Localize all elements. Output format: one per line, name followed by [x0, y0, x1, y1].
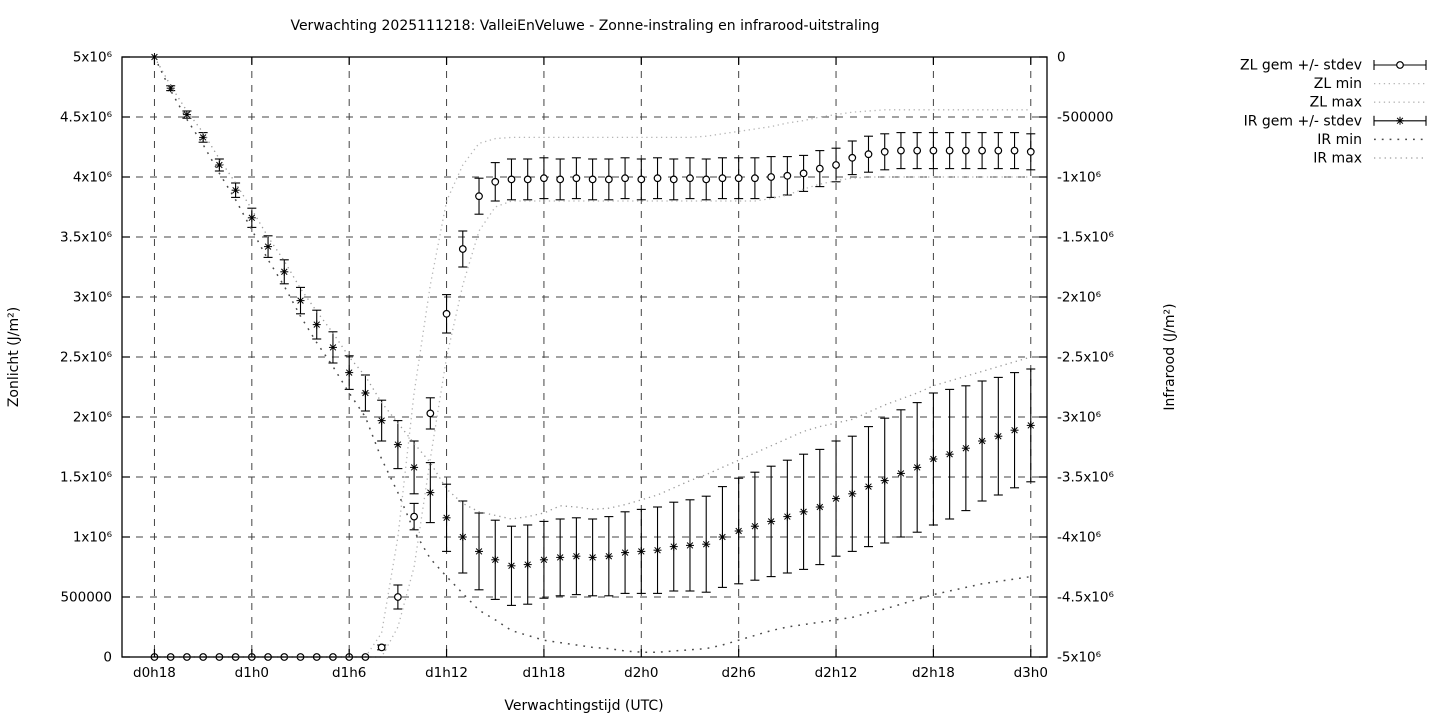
legend-circle-marker-icon: [1396, 61, 1404, 69]
legend-item-zl-gem-stdev: ZL gem +/- stdev: [1240, 58, 1427, 74]
series-ir-max: [153, 56, 1031, 520]
series-ir-gem: [150, 53, 1036, 606]
y-tick-label-right: -3x10⁶: [1057, 410, 1101, 426]
y-tick-label-right: -2.5x10⁶: [1057, 350, 1114, 366]
y-tick-label-right: -1x10⁶: [1057, 170, 1101, 186]
y-tick-label-right: -2x10⁶: [1057, 290, 1101, 306]
y-tick-label-left: 500000: [60, 590, 112, 606]
x-tick-label: d1h12: [425, 665, 468, 681]
y-tick-label-right: -500000: [1057, 110, 1113, 126]
legend-item-zl-min: ZL min: [1314, 76, 1426, 92]
legend: ZL gem +/- stdev ZL min ZL max IR gem +/- s…: [1240, 58, 1427, 167]
legend-item-ir-max: IR max: [1313, 151, 1426, 167]
x-tick-label: d1h0: [235, 665, 269, 681]
x-axis-label: Verwachtingstijd (UTC): [504, 698, 664, 714]
x-tick-label: d3h0: [1014, 665, 1048, 681]
series-zl-gem: [150, 132, 1036, 661]
y-tick-label-left: 3x10⁶: [73, 290, 112, 306]
y-tick-label-left: 2.5x10⁶: [60, 350, 112, 366]
tick-labels: d0h18 d1h0 d1h6 d1h12 d1h18 d2h0 d2h6 d2h12 d2h1…: [60, 50, 1114, 682]
y-tick-label-right: -4.5x10⁶: [1057, 590, 1114, 606]
legend-label: IR max: [1313, 151, 1362, 167]
y-tick-label-left: 1x10⁶: [73, 530, 112, 546]
y-tick-label-left: 0: [103, 650, 112, 666]
legend-item-zl-max: ZL max: [1310, 95, 1426, 111]
chart-title: Verwachting 2025111218: ValleiEnVeluwe -…: [290, 18, 880, 34]
y-tick-label-left: 4x10⁶: [73, 170, 112, 186]
y-tick-label-left: 1.5x10⁶: [60, 470, 112, 486]
series-ir-min: [153, 56, 1031, 653]
x-tick-label: d2h0: [624, 665, 658, 681]
legend-label: ZL min: [1314, 76, 1362, 92]
y-tick-label-left: 5x10⁶: [73, 50, 112, 66]
x-tick-label: d2h6: [722, 665, 756, 681]
x-tick-label: d1h6: [332, 665, 366, 681]
series-zl-min: [154, 176, 1031, 658]
y-tick-label-left: 2x10⁶: [73, 410, 112, 426]
legend-item-ir-gem-stdev: IR gem +/- stdev: [1244, 113, 1427, 129]
legend-item-ir-min: IR min: [1317, 132, 1426, 148]
axes: [121, 56, 1048, 658]
y-tick-label-left: 3.5x10⁶: [60, 230, 112, 246]
y-tick-label-right: -3.5x10⁶: [1057, 470, 1114, 486]
y-tick-label-right: 0: [1057, 50, 1066, 66]
x-tick-label: d0h18: [133, 665, 176, 681]
legend-label: IR min: [1317, 132, 1362, 148]
x-tick-label: d2h18: [912, 665, 955, 681]
legend-label: IR gem +/- stdev: [1244, 113, 1362, 129]
legend-label: ZL gem +/- stdev: [1240, 58, 1362, 74]
gridlines: [122, 57, 1047, 657]
y-tick-label-right: -5x10⁶: [1057, 650, 1101, 666]
x-tick-label: d2h12: [815, 665, 858, 681]
y-tick-label-right: -1.5x10⁶: [1057, 230, 1114, 246]
y-tick-label-right: -4x10⁶: [1057, 530, 1101, 546]
y-tick-label-left: 4.5x10⁶: [60, 110, 112, 126]
x-tick-label: d1h18: [522, 665, 565, 681]
legend-label: ZL max: [1310, 95, 1362, 111]
series-zl-max: [154, 109, 1031, 658]
legend-star-marker-icon: [1396, 116, 1404, 125]
